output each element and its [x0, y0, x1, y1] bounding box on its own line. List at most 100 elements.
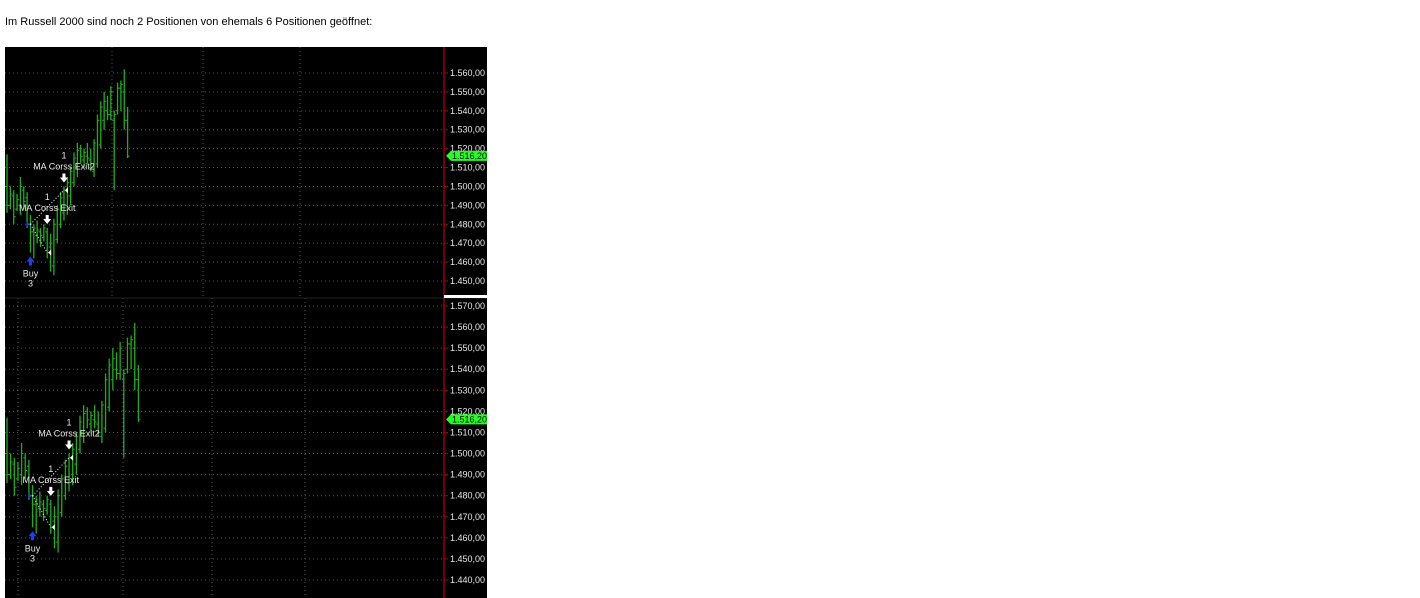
ohlc-bar: [82, 148, 87, 168]
chart-image: 1.560,00 1.550,00 1.540,00 1.530,00 1.520,00…: [5, 47, 487, 598]
ohlc-bar: [136, 365, 141, 422]
y-tick-label: 1.470,00: [450, 238, 485, 248]
buy-label: Buy: [25, 543, 41, 553]
sell-arrow-icon: [46, 486, 55, 496]
y-tick-label: 1.440,00: [450, 575, 485, 585]
y-tick-label: 1.520,00: [450, 406, 485, 416]
ohlc-bar: [21, 186, 26, 210]
y-tick-label: 1.530,00: [450, 385, 485, 395]
ohlc-bar: [56, 489, 61, 553]
buy-quantity: 3: [28, 279, 33, 289]
y-tick-label: 1.550,00: [450, 87, 485, 97]
ohlc-bar: [51, 218, 56, 276]
ohlc-bar: [41, 499, 46, 521]
ohlc-bar: [95, 114, 100, 168]
ohlc-bar: [72, 152, 76, 187]
y-tick-label: 1.490,00: [450, 200, 485, 210]
ohlc-bar: [67, 453, 72, 492]
ohlc-bar: [11, 190, 16, 225]
ohlc-bar: [45, 495, 50, 515]
y-tick-label: 1.540,00: [450, 364, 485, 374]
ohlc-bar: [70, 443, 75, 486]
ohlc-bar: [30, 485, 35, 528]
y-tick-label: 1.500,00: [450, 449, 485, 459]
buy-arrow-icon: [26, 256, 35, 266]
ohlc-bar: [125, 337, 130, 374]
ohlc-bar: [5, 417, 9, 484]
intro-text: Im Russell 2000 sind noch 2 Positionen v…: [5, 16, 373, 28]
ohlc-bar: [118, 341, 123, 380]
y-tick-label: 1.450,00: [450, 554, 485, 564]
ohlc-bar: [18, 177, 23, 215]
ohlc-bar: [59, 474, 64, 517]
exit-marker-icon: [70, 454, 74, 461]
y-tick-label: 1.480,00: [450, 491, 485, 501]
ohlc-bar: [23, 453, 28, 479]
trade-line: [30, 224, 48, 253]
ohlc-bar: [15, 194, 20, 212]
y-tick-label: 1.480,00: [450, 219, 485, 229]
ohlc-bar: [99, 400, 104, 443]
ohlc-bar: [88, 411, 93, 433]
y-tick-label: 1.560,00: [450, 68, 485, 78]
ohlc-bar: [38, 228, 43, 247]
y-tick-label: 1.550,00: [450, 343, 485, 353]
sell-arrow-icon: [59, 173, 68, 183]
ohlc-bar: [102, 91, 107, 130]
ohlc-bar: [92, 139, 97, 177]
entry-marker-icon: [28, 492, 32, 499]
trade-line: [30, 189, 65, 225]
ohlc-bar: [35, 220, 40, 244]
y-tick-label: 1.470,00: [450, 512, 485, 522]
sell-arrow-icon: [43, 215, 52, 225]
exit2-label: MA Corss Exit2: [33, 161, 95, 171]
ohlc-bar: [63, 459, 68, 500]
exit2-quantity: 1: [61, 150, 66, 160]
exit1-label: MA Corss Exit: [23, 475, 80, 485]
ohlc-bar: [19, 443, 24, 486]
ohlc-bar: [8, 186, 13, 210]
price-charts: 1.560,00 1.550,00 1.540,00 1.530,00 1.520,00…: [5, 47, 487, 598]
ohlc-bar: [75, 142, 80, 177]
ohlc-bar: [28, 214, 33, 253]
ohlc-bar: [98, 101, 103, 149]
y-tick-label: 1.510,00: [450, 427, 485, 437]
ohlc-bar: [129, 335, 134, 370]
buy-quantity: 3: [30, 553, 35, 563]
y-tick-label: 1.450,00: [450, 276, 485, 286]
ohlc-bar: [132, 322, 137, 391]
y-tick-label: 1.510,00: [450, 163, 485, 173]
ohlc-bar: [103, 373, 108, 433]
ohlc-bar: [34, 495, 39, 534]
buy-label: Buy: [23, 269, 39, 279]
ohlc-bar: [96, 411, 101, 437]
ohlc-bar: [55, 205, 60, 244]
exit-marker-icon: [48, 249, 52, 256]
ohlc-bar: [108, 86, 113, 121]
ohlc-bar: [81, 405, 86, 443]
ohlc-bar: [88, 148, 93, 172]
ohlc-bar: [58, 192, 63, 229]
y-tick-label: 1.560,00: [450, 322, 485, 332]
axis-separator: [444, 295, 487, 298]
y-tick-label: 1.460,00: [450, 533, 485, 543]
buy-arrow-icon: [28, 531, 37, 541]
ohlc-bar: [112, 110, 117, 191]
exit-marker-icon: [64, 187, 68, 194]
trade-line: [32, 495, 52, 528]
last-price-label: 1.516,20: [452, 151, 487, 161]
ohlc-bar: [74, 432, 79, 475]
ohlc-bar: [92, 405, 97, 429]
ohlc-bar: [5, 154, 9, 213]
y-tick-label: 1.520,00: [450, 144, 485, 154]
last-price-tag: [446, 150, 487, 161]
ohlc-bar: [8, 453, 13, 479]
ohlc-bar: [118, 80, 123, 111]
ohlc-bar: [78, 144, 83, 164]
ohlc-bar: [105, 95, 110, 121]
ohlc-bar: [121, 369, 126, 458]
chart-panel-2: 1.570,00 1.560,00 1.550,00 1.540,00 1.530,00…: [5, 298, 487, 598]
exit2-label: MA Corss Exit2: [38, 429, 100, 439]
y-tick-label: 1.570,00: [450, 301, 485, 311]
ohlc-bar: [15, 461, 20, 481]
